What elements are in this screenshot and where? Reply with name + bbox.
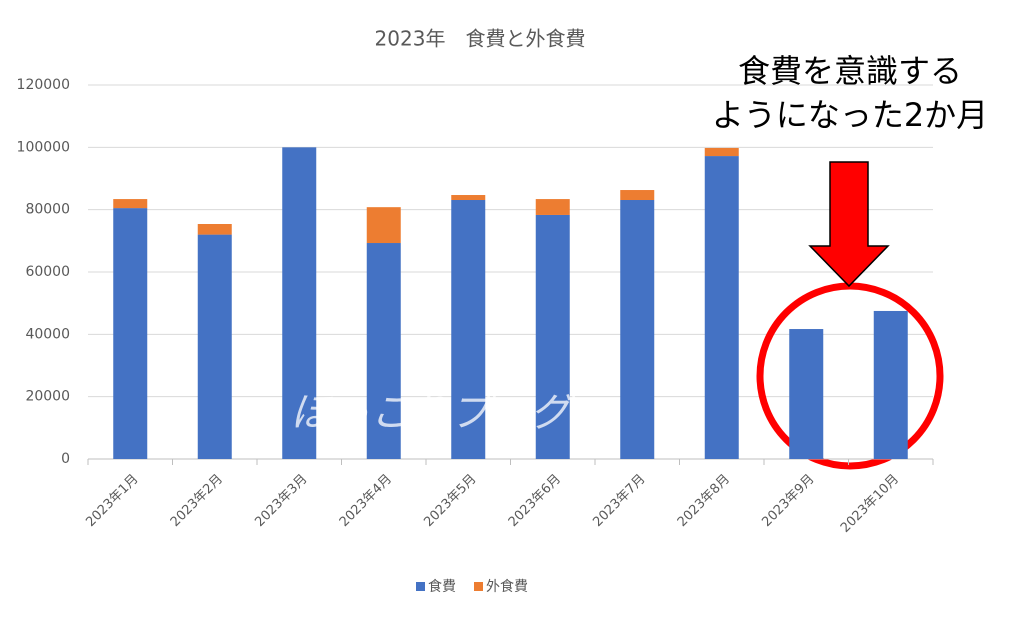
watermark: ほっこりブログ (290, 390, 576, 436)
x-tick-label: 2023年7月 (590, 472, 648, 530)
bar (366, 207, 401, 244)
bar (451, 195, 486, 201)
legend-swatch (416, 582, 425, 591)
bar (620, 200, 655, 459)
y-tick-label: 80000 (25, 202, 70, 218)
highlight-circle (756, 282, 944, 470)
bar (873, 310, 908, 459)
y-tick-label: 0 (61, 451, 70, 467)
x-tick-label: 2023年3月 (252, 472, 310, 530)
x-tick-label: 2023年2月 (168, 472, 226, 530)
bar (620, 190, 655, 201)
bar (366, 243, 401, 459)
x-tick-label: 2023年5月 (421, 472, 479, 530)
legend-swatch (474, 582, 483, 591)
callout (756, 161, 944, 470)
x-tick-label: 2023年6月 (506, 472, 564, 530)
bar (704, 147, 739, 157)
bar (197, 224, 232, 235)
bar (789, 329, 824, 459)
x-tick-label: 2023年4月 (337, 472, 395, 530)
arrow (808, 161, 890, 288)
x-tick-label: 2023年10月 (838, 472, 902, 536)
annotation: 食費を意識する (738, 52, 962, 90)
bar (535, 214, 570, 459)
bar (535, 199, 570, 215)
y-tick-label: 40000 (25, 326, 70, 342)
chart-title: 2023年 食費と外食費 (375, 27, 586, 51)
bar (113, 208, 148, 459)
y-tick-label: 20000 (25, 389, 70, 405)
bar (704, 156, 739, 459)
bar (451, 200, 486, 459)
legend-label: 外食費 (486, 578, 528, 595)
x-tick-label: 2023年8月 (675, 472, 733, 530)
annotation: ようになった2か月 (712, 96, 988, 134)
bar (282, 147, 317, 460)
y-tick-label: 120000 (17, 77, 70, 93)
legend-label: 食費 (428, 578, 456, 595)
bar (197, 234, 232, 459)
x-tick-label: 2023年9月 (759, 472, 817, 530)
x-tick-label: 2023年1月 (83, 472, 141, 530)
y-tick-label: 60000 (25, 264, 70, 280)
y-tick-label: 100000 (17, 139, 70, 155)
bar (113, 199, 148, 209)
